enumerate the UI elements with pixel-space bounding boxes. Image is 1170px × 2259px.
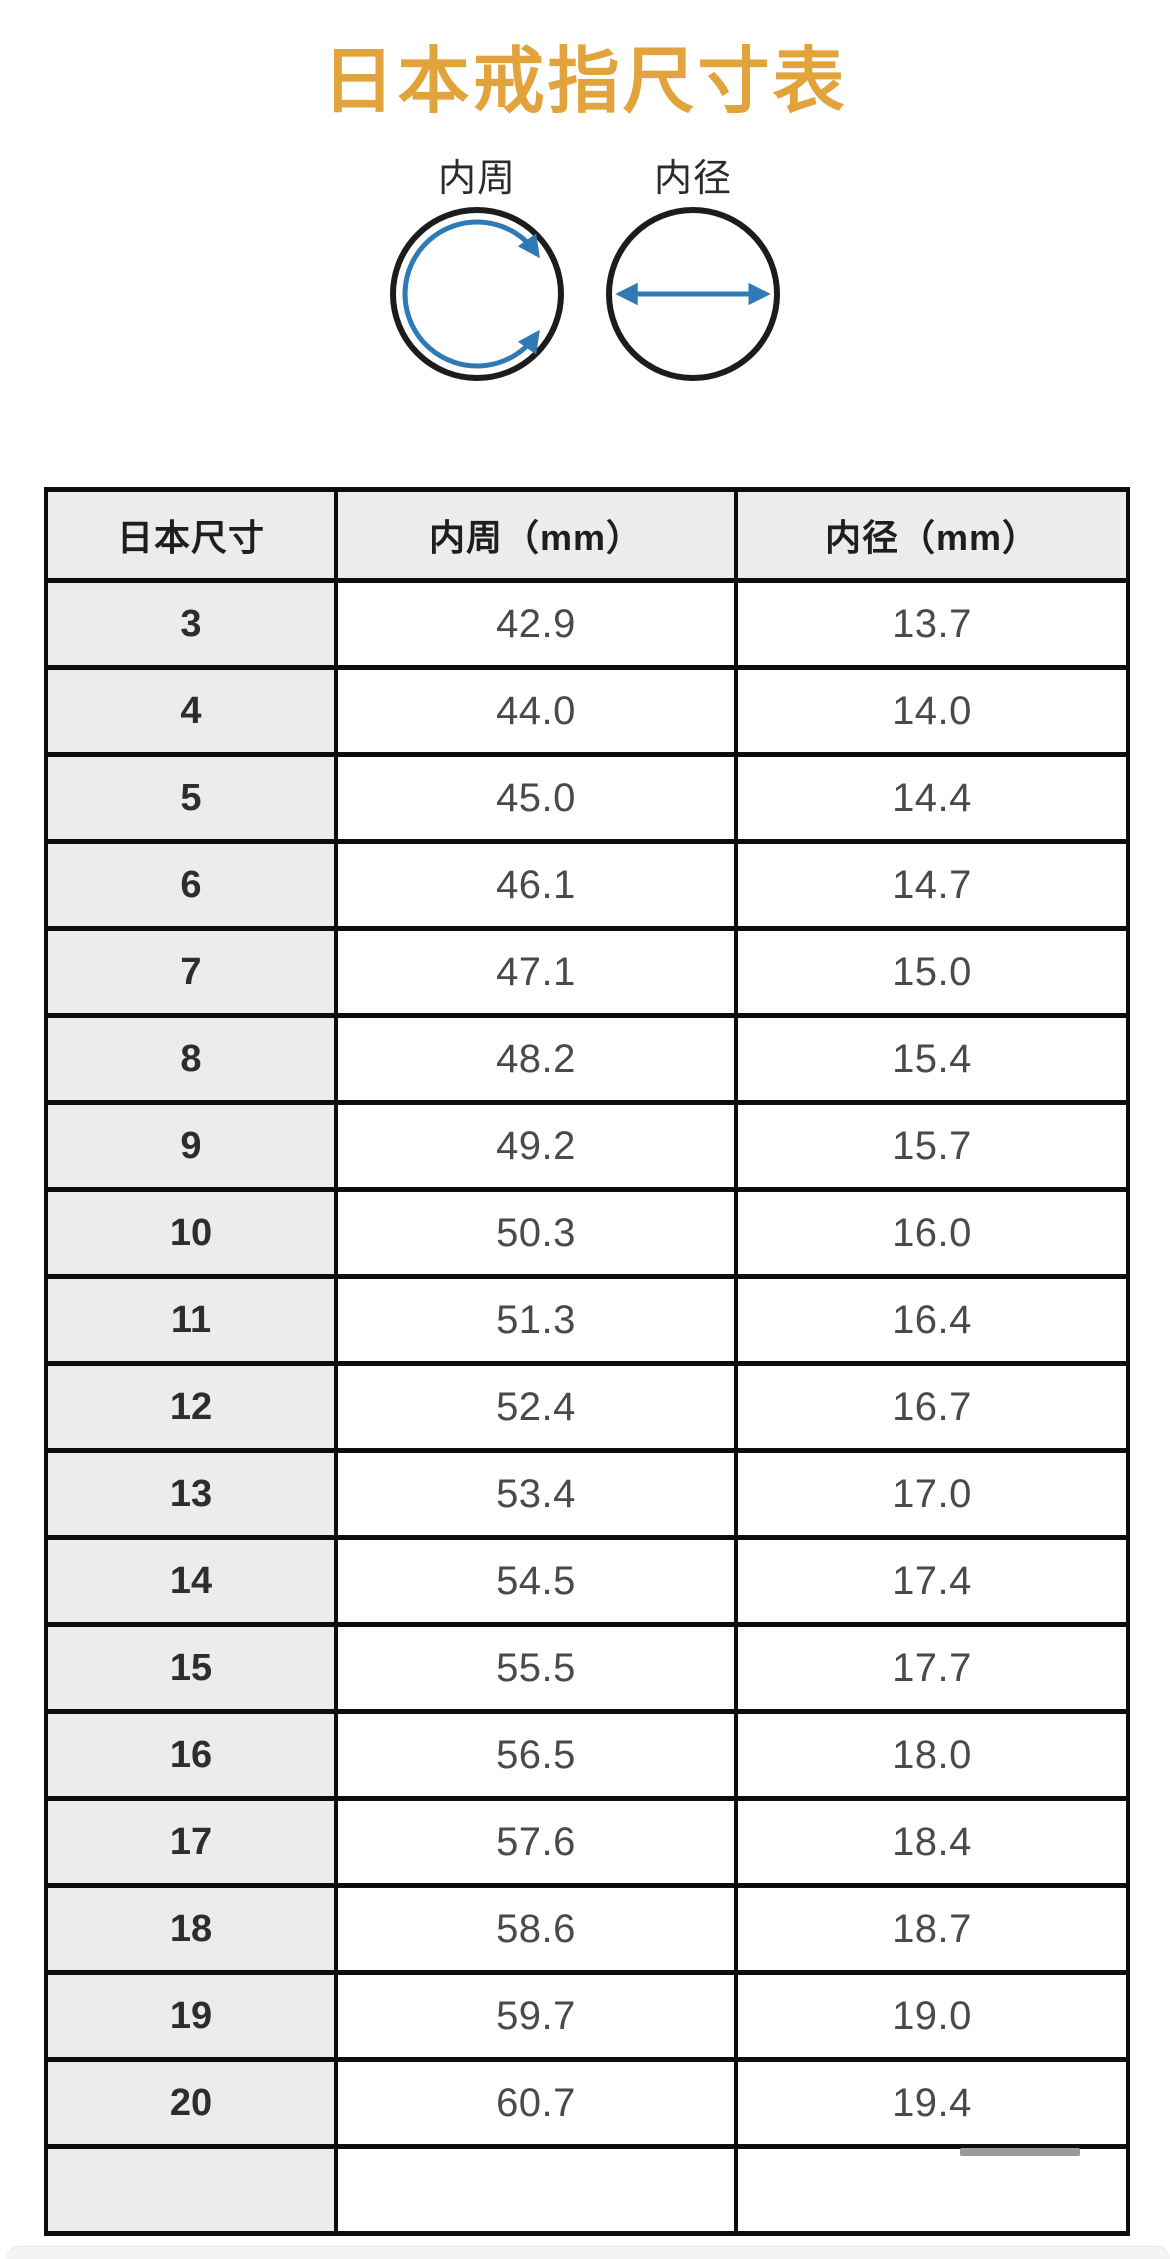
- table-row: 14 54.5 17.4: [44, 1535, 1130, 1627]
- table-row: 5 45.0 14.4: [44, 752, 1130, 844]
- circumference-cell: 53.4: [334, 1448, 738, 1540]
- circumference-cell: 51.3: [334, 1274, 738, 1366]
- table-row: 9 49.2 15.7: [44, 1100, 1130, 1192]
- diameter-cell: 14.7: [734, 839, 1130, 931]
- size-cell: 9: [44, 1100, 338, 1192]
- table-row: 8 48.2 15.4: [44, 1013, 1130, 1105]
- header-japan-size: 日本尺寸: [44, 487, 338, 583]
- circumference-cell: 52.4: [334, 1361, 738, 1453]
- diameter-figure: 内径: [606, 146, 780, 382]
- circumference-cell: 46.1: [334, 839, 738, 931]
- size-cell: 14: [44, 1535, 338, 1627]
- size-cell: [44, 2144, 338, 2236]
- table-row: 7 47.1 15.0: [44, 926, 1130, 1018]
- diameter-cell: 19.0: [734, 1970, 1130, 2062]
- size-cell: 11: [44, 1274, 338, 1366]
- circumference-cell: 50.3: [334, 1187, 738, 1279]
- size-cell: 5: [44, 752, 338, 844]
- table-row: 16 56.5 18.0: [44, 1709, 1130, 1801]
- diameter-cell: 15.4: [734, 1013, 1130, 1105]
- circumference-diagram-icon: [390, 207, 564, 381]
- circumference-cell: 56.5: [334, 1709, 738, 1801]
- bottom-sheet-edge: [6, 2246, 1170, 2259]
- header-circumference: 内周（mm）: [334, 487, 738, 583]
- size-table-body: 3 42.9 13.7 4 44.0 14.0 5 45.0 14.4 6 46…: [44, 578, 1130, 2236]
- size-cell: 6: [44, 839, 338, 931]
- table-row: 3 42.9 13.7: [44, 578, 1130, 670]
- size-cell: 4: [44, 665, 338, 757]
- circumference-cell: [334, 2144, 738, 2236]
- size-cell: 3: [44, 578, 338, 670]
- diameter-cell: [734, 2144, 1130, 2236]
- circumference-cell: 44.0: [334, 665, 738, 757]
- page-title: 日本戒指尺寸表: [322, 42, 848, 122]
- circumference-cell: 47.1: [334, 926, 738, 1018]
- header-diameter: 内径（mm）: [734, 487, 1130, 583]
- table-row: 17 57.6 18.4: [44, 1796, 1130, 1888]
- size-cell: 18: [44, 1883, 338, 1975]
- circumference-cell: 58.6: [334, 1883, 738, 1975]
- table-row: 20 60.7 19.4: [44, 2057, 1130, 2149]
- ring-size-table: 日本尺寸 内周（mm） 内径（mm） 3 42.9 13.7 4 44.0 14…: [44, 487, 1130, 2236]
- table-row: 19 59.7 19.0: [44, 1970, 1130, 2062]
- diameter-cell: 18.0: [734, 1709, 1130, 1801]
- circumference-cell: 59.7: [334, 1970, 738, 2062]
- diameter-cell: 16.7: [734, 1361, 1130, 1453]
- table-row: 18 58.6 18.7: [44, 1883, 1130, 1975]
- circumference-label: 内周: [437, 157, 516, 200]
- diameter-cell: 18.7: [734, 1883, 1130, 1975]
- diameter-cell: 15.0: [734, 926, 1130, 1018]
- size-cell: 16: [44, 1709, 338, 1801]
- diameter-diagram-icon: [606, 207, 780, 381]
- size-cell: 13: [44, 1448, 338, 1540]
- circumference-cell: 57.6: [334, 1796, 738, 1888]
- circumference-cell: 49.2: [334, 1100, 738, 1192]
- table-row: 4 44.0 14.0: [44, 665, 1130, 757]
- size-cell: 10: [44, 1187, 338, 1279]
- diameter-cell: 16.4: [734, 1274, 1130, 1366]
- diameter-cell: 17.4: [734, 1535, 1130, 1627]
- table-row: 10 50.3 16.0: [44, 1187, 1130, 1279]
- size-cell: 12: [44, 1361, 338, 1453]
- size-cell: 20: [44, 2057, 338, 2149]
- table-row: 15 55.5 17.7: [44, 1622, 1130, 1714]
- diameter-cell: 17.7: [734, 1622, 1130, 1714]
- ring-diagrams: 内周 内径: [0, 146, 1170, 382]
- diameter-cell: 13.7: [734, 578, 1130, 670]
- diameter-label: 内径: [653, 157, 732, 200]
- diameter-cell: 17.0: [734, 1448, 1130, 1540]
- diameter-cell: 14.4: [734, 752, 1130, 844]
- size-cell: 15: [44, 1622, 338, 1714]
- scroll-indicator[interactable]: [960, 2148, 1080, 2156]
- table-row: 6 46.1 14.7: [44, 839, 1130, 931]
- circumference-cell: 42.9: [334, 578, 738, 670]
- header-row: 日本尺寸 内周（mm） 内径（mm）: [44, 487, 1130, 583]
- circumference-cell: 48.2: [334, 1013, 738, 1105]
- circumference-cell: 45.0: [334, 752, 738, 844]
- table-row: 12 52.4 16.7: [44, 1361, 1130, 1453]
- diameter-cell: 18.4: [734, 1796, 1130, 1888]
- table-row: [44, 2144, 1130, 2236]
- circumference-cell: 60.7: [334, 2057, 738, 2149]
- diameter-cell: 16.0: [734, 1187, 1130, 1279]
- diameter-cell: 14.0: [734, 665, 1130, 757]
- size-cell: 7: [44, 926, 338, 1018]
- diameter-cell: 19.4: [734, 2057, 1130, 2149]
- diameter-cell: 15.7: [734, 1100, 1130, 1192]
- size-cell: 19: [44, 1970, 338, 2062]
- circumference-figure: 内周: [390, 146, 564, 382]
- circumference-cell: 54.5: [334, 1535, 738, 1627]
- size-cell: 17: [44, 1796, 338, 1888]
- circumference-cell: 55.5: [334, 1622, 738, 1714]
- size-cell: 8: [44, 1013, 338, 1105]
- table-row: 13 53.4 17.0: [44, 1448, 1130, 1540]
- table-row: 11 51.3 16.4: [44, 1274, 1130, 1366]
